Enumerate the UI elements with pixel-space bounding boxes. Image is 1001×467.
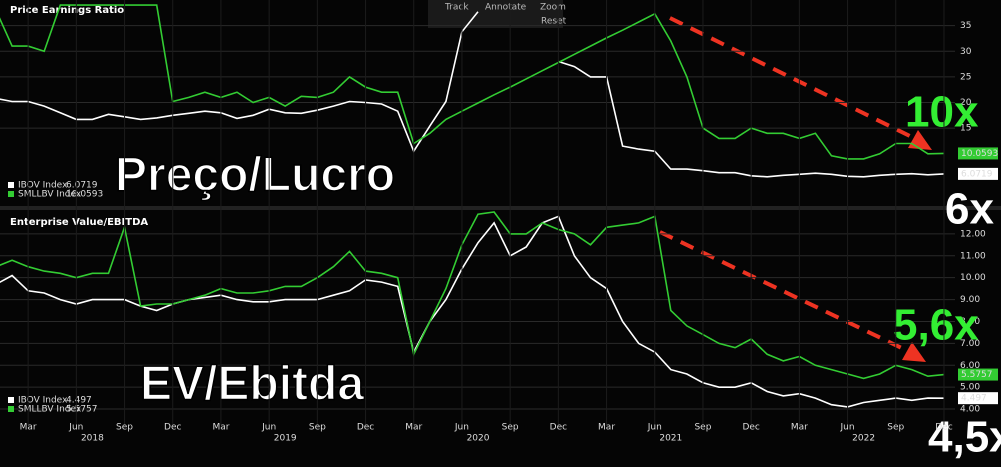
legend-label: SMLLBV Index [18,190,82,200]
chart-title: Enterprise Value/EBITDA [10,217,148,228]
y-tick-label: 9.00 [960,295,980,305]
y-tick-label: 6.00 [960,361,980,371]
last-value-tag [958,147,998,160]
x-tick-label: Sep [116,423,133,433]
annotation: Preço/Lucro [115,149,395,202]
legend-value: 10.0593 [66,190,103,200]
y-tick-label: 30 [960,47,972,57]
legend-swatch [8,191,14,197]
x-tick-label: Mar [20,423,37,433]
x-tick-label: Dec [935,423,952,433]
y-tick-label: 15 [960,124,971,134]
chart-title: Price Earnings Ratio [10,5,124,16]
series-line [0,211,945,380]
x-tick-label: Mar [212,423,229,433]
x-tick-label: Dec [742,423,759,433]
x-tick-label: Jun [647,423,662,433]
x-year-label: 2021 [659,434,682,444]
y-tick-label: 12.00 [960,229,986,239]
legend-label: SMLLBV Index [18,405,82,415]
x-tick-label: Jun [68,423,83,433]
annotation: 5,6x [893,301,979,350]
x-tick-label: Sep [694,423,711,433]
toolbar [428,0,563,28]
x-tick-label: Mar [791,423,808,433]
last-value-tag [958,167,998,180]
x-tick-label: Dec [164,423,181,433]
x-tick-label: Dec [550,423,567,433]
series-line [0,215,945,408]
y-tick-label: 8.00 [960,317,980,327]
last-value-label: 10.0593 [961,149,998,159]
last-value-label: 5.5757 [961,370,993,380]
toolbar-annotate[interactable]: Annotate [485,3,527,13]
x-tick-label: Mar [405,423,422,433]
toolbar-track[interactable]: Track [444,3,469,13]
toolbar-reset[interactable]: Reset [541,17,567,27]
y-tick-label: 4.00 [960,405,980,415]
x-tick-label: Jun [261,423,276,433]
x-tick-label: Jun [454,423,469,433]
x-tick-label: Jun [840,423,855,433]
y-tick-label: 20 [960,98,972,108]
toolbar-zoom[interactable]: Zoom [540,3,566,13]
y-tick-label: 10.00 [960,273,986,283]
last-value-tag [958,392,998,405]
y-tick-label: 25 [960,72,971,82]
last-value-label: 6.0719 [961,169,993,179]
annotation: 10x [905,88,979,137]
trend-arrow [659,16,919,354]
legend-value: 5.5757 [66,405,98,415]
legend-swatch [8,406,14,412]
legend-swatch [8,397,14,403]
x-tick-label: Sep [887,423,904,433]
legend-label: IBOV Index [18,181,68,191]
legend-swatch [8,182,14,188]
legend-value: 4.497 [66,396,92,406]
x-year-label: 2018 [81,434,104,444]
x-tick-label: Mar [598,423,615,433]
y-tick-label: 11.00 [960,251,986,261]
x-tick-label: Sep [502,423,519,433]
last-value-label: 4.497 [961,394,987,404]
annotation: 4,5x [928,413,1001,462]
annotation: EV/Ebitda [140,358,364,411]
x-year-label: 2020 [467,434,490,444]
x-year-label: 2022 [852,434,875,444]
x-tick-label: Dec [357,423,374,433]
y-tick-label: 35 [960,21,971,31]
last-value-tag [958,368,998,381]
x-tick-label: Sep [309,423,326,433]
legend-value: 6.0719 [66,181,98,191]
legend-label: IBOV Index [18,396,68,406]
y-tick-label: 7.00 [960,339,980,349]
y-tick-label: 5.00 [960,383,980,393]
x-year-label: 2019 [274,434,297,444]
annotation: 6x [945,185,994,234]
panel-divider [0,206,1001,210]
series-line [0,4,945,160]
